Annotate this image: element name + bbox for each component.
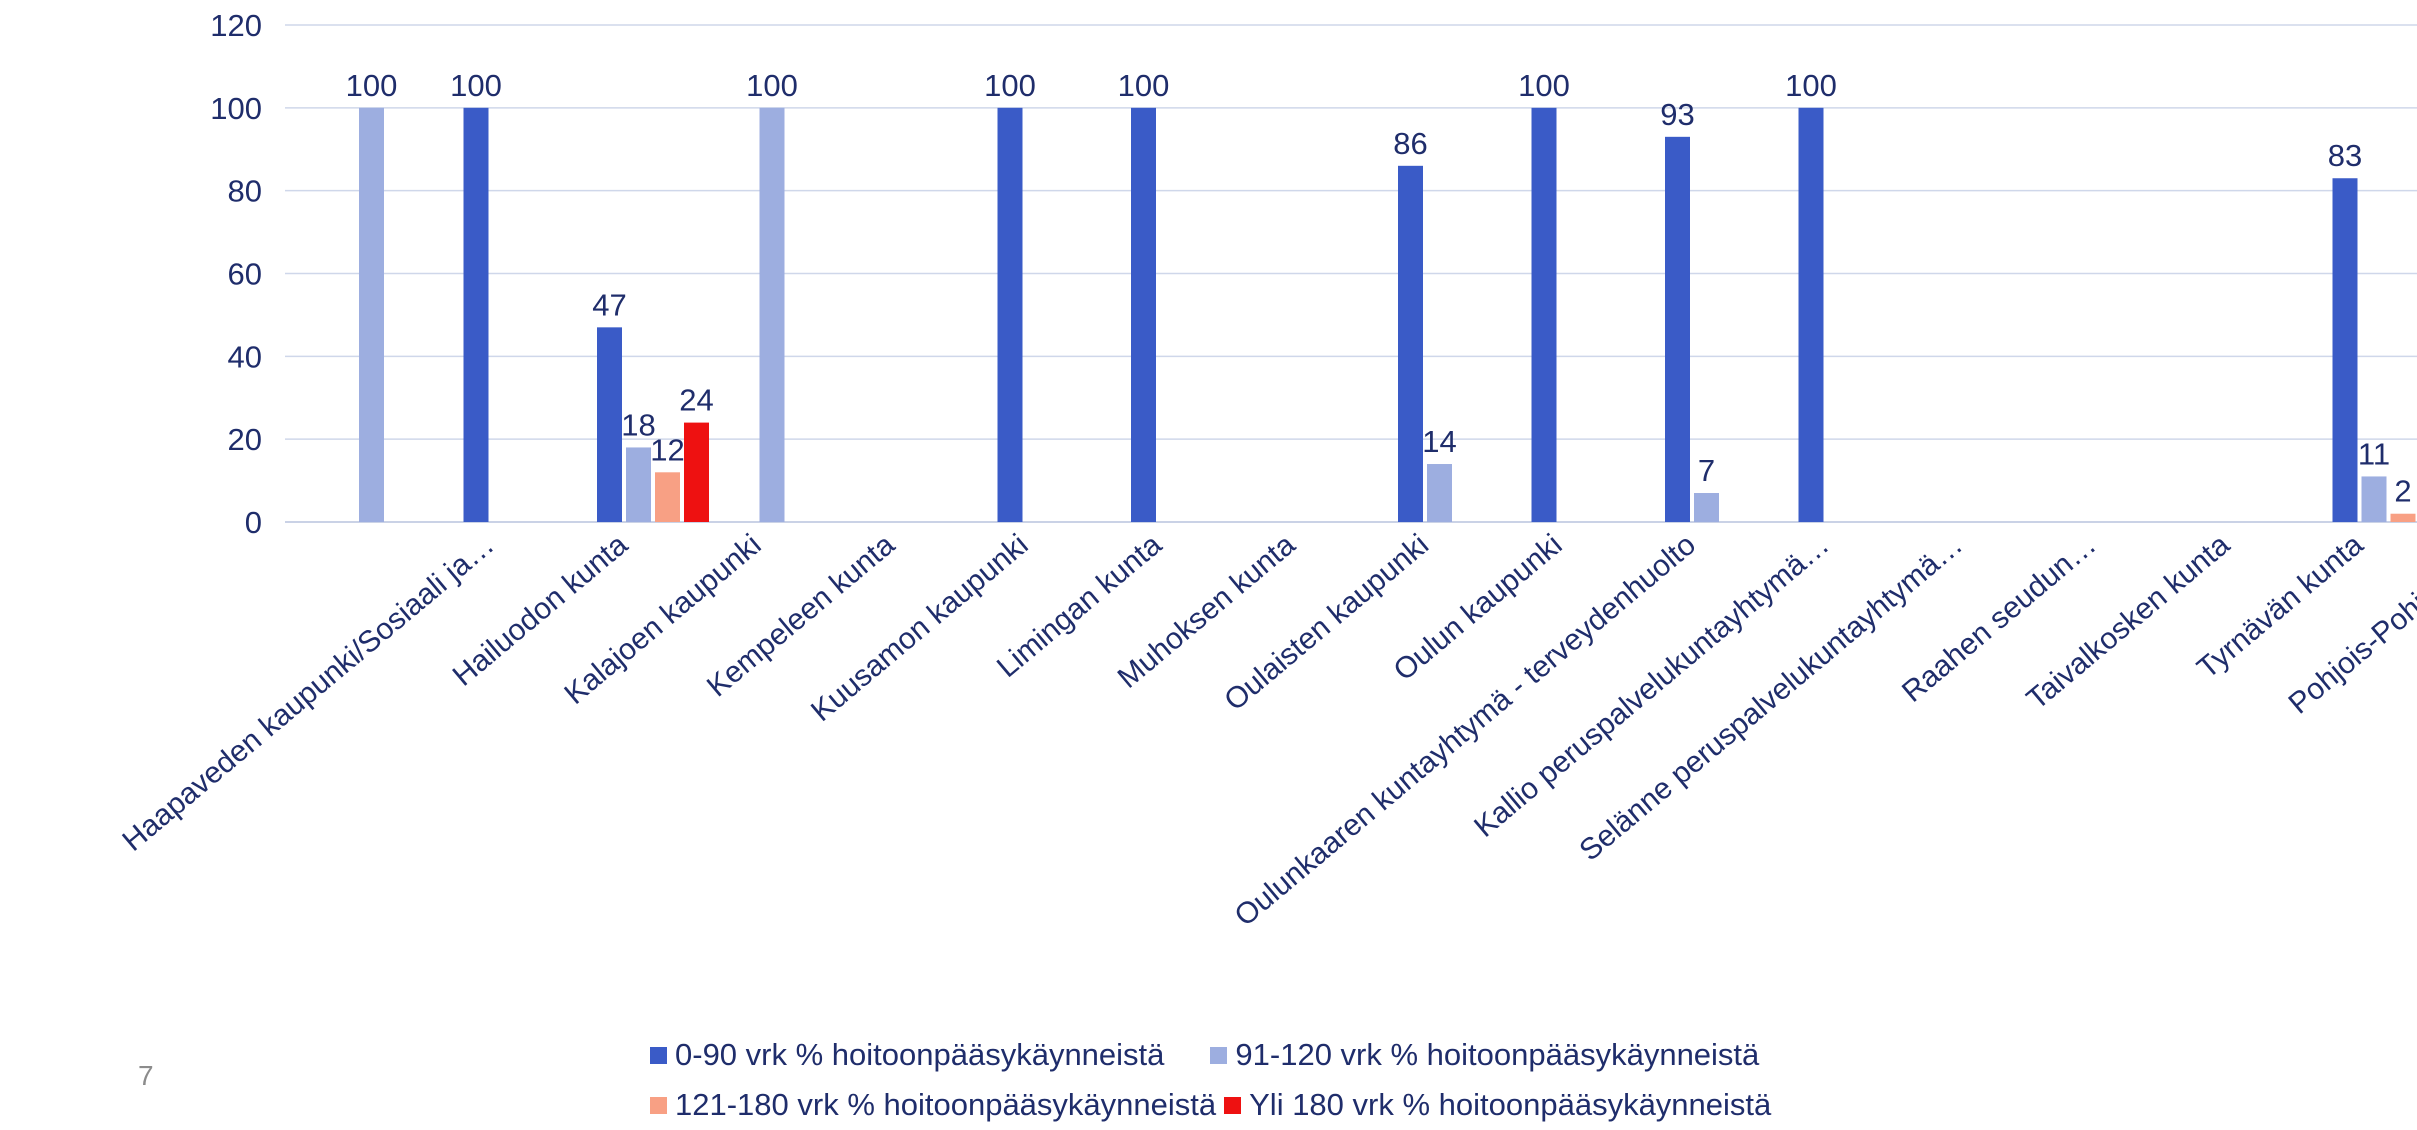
y-tick-label: 40 — [228, 339, 262, 374]
y-tick-label: 80 — [228, 174, 262, 209]
bar — [626, 447, 651, 522]
legend: 0-90 vrk % hoitoonpääsykäynneistä 91-120… — [650, 1030, 1850, 1130]
x-category-label: Haapaveden kaupunki/Sosiaali ja… — [116, 528, 500, 858]
data-label: 18 — [621, 407, 655, 442]
data-label: 100 — [746, 68, 798, 103]
x-category-label: Kuusamon kaupunki — [805, 528, 1034, 728]
x-axis-categories: Haapaveden kaupunki/Sosiaali ja…Hailuodo… — [116, 528, 2417, 933]
data-label: 100 — [984, 68, 1036, 103]
y-tick-label: 60 — [228, 257, 262, 292]
legend-row: 0-90 vrk % hoitoonpääsykäynneistä 91-120… — [650, 1030, 1850, 1080]
y-tick-label: 100 — [210, 91, 262, 126]
data-label: 100 — [1118, 68, 1170, 103]
data-label: 11 — [2358, 436, 2390, 471]
y-tick-label: 120 — [210, 8, 262, 43]
bar — [1131, 107, 1156, 522]
bar — [2390, 513, 2416, 522]
page-number: 7 — [138, 1060, 154, 1091]
data-label: 12 — [650, 432, 684, 467]
bar — [1798, 107, 1824, 522]
legend-item: Yli 180 vrk % hoitoonpääsykäynneistä — [1224, 1087, 1771, 1123]
bar — [759, 107, 785, 522]
bar — [1694, 493, 1719, 522]
legend-item: 91-120 vrk % hoitoonpääsykäynneistä — [1210, 1037, 1759, 1073]
bar — [997, 107, 1023, 522]
legend-item: 121-180 vrk % hoitoonpääsykäynneistä — [650, 1087, 1216, 1123]
bar — [2332, 178, 2358, 522]
legend-label: Yli 180 vrk % hoitoonpääsykäynneistä — [1249, 1087, 1772, 1122]
bar — [2361, 476, 2387, 522]
bar — [463, 107, 489, 522]
data-label: 100 — [346, 68, 398, 103]
data-label: 2 — [2394, 474, 2411, 509]
bar — [359, 107, 384, 522]
legend-item: 0-90 vrk % hoitoonpääsykäynneistä — [650, 1037, 1164, 1073]
bar — [1531, 107, 1557, 522]
bar — [1665, 136, 1690, 522]
data-label: 47 — [592, 287, 626, 322]
y-tick-label: 20 — [228, 422, 262, 457]
y-axis-ticks: 0 20 40 60 80 100 120 — [210, 8, 262, 540]
bar — [655, 472, 680, 522]
data-label: 100 — [1518, 68, 1570, 103]
gridlines — [285, 24, 2417, 523]
y-tick-label: 0 — [245, 505, 262, 540]
data-label: 83 — [2328, 138, 2362, 173]
legend-label: 0-90 vrk % hoitoonpääsykäynneistä — [675, 1037, 1165, 1072]
data-label: 86 — [1393, 126, 1427, 161]
data-label: 100 — [1785, 68, 1837, 103]
legend-row: 121-180 vrk % hoitoonpääsykäynneistä Yli… — [650, 1080, 1850, 1130]
legend-swatch — [650, 1096, 667, 1114]
bar — [1398, 165, 1423, 523]
bar — [1427, 464, 1452, 522]
legend-label: 91-120 vrk % hoitoonpääsykäynneistä — [1235, 1037, 1760, 1072]
data-label: 14 — [1422, 424, 1456, 459]
bar — [684, 422, 709, 522]
legend-swatch — [1210, 1046, 1228, 1064]
data-label: 100 — [450, 68, 502, 103]
data-label: 24 — [679, 383, 713, 418]
legend-swatch — [1224, 1096, 1242, 1114]
data-label: 7 — [1698, 453, 1715, 488]
x-category-label: Oulunkaaren kuntayhtymä - terveydenhuolt… — [1229, 528, 1702, 933]
legend-label: 121-180 vrk % hoitoonpääsykäynneistä — [675, 1087, 1217, 1122]
legend-swatch — [650, 1046, 667, 1064]
bar — [597, 327, 622, 522]
bars — [359, 107, 2416, 523]
data-label: 93 — [1660, 97, 1694, 132]
